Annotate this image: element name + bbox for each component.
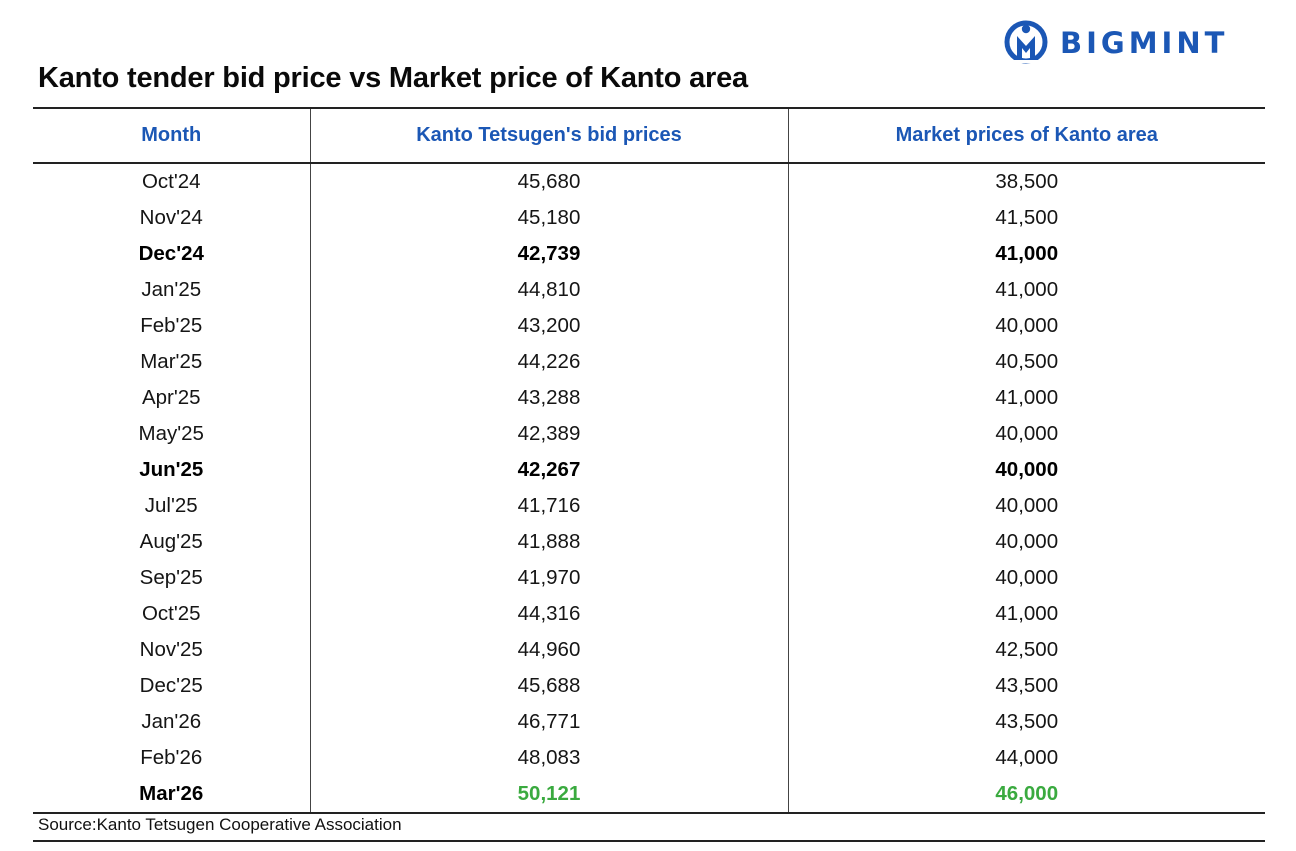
- market-price-cell: 40,000: [787, 524, 1265, 560]
- bid-price-cell: 41,888: [309, 524, 788, 560]
- market-price-cell: 44,000: [787, 740, 1265, 776]
- table-row: Jul'25 41,716 40,000: [33, 488, 1265, 524]
- bid-price-cell: 42,389: [309, 416, 788, 452]
- month-cell: Mar'25: [140, 350, 203, 373]
- table-row: Mar'25 44,226 40,500: [33, 344, 1265, 380]
- month-cell: Jan'26: [141, 710, 202, 733]
- market-price-cell: 43,500: [787, 704, 1265, 740]
- month-cell: Mar'26: [33, 776, 310, 814]
- month-cell: Jul'25: [144, 494, 198, 517]
- source-note: Source:Kanto Tetsugen Cooperative Associ…: [38, 815, 402, 834]
- market-price-cell: 41,000: [787, 380, 1265, 416]
- table-row: Sep'25 41,970 40,000: [33, 560, 1265, 596]
- page-title: Kanto tender bid price vs Market price o…: [38, 62, 748, 94]
- month-cell: Nov'24: [139, 206, 203, 229]
- bid-price-cell: 45,180: [309, 200, 788, 236]
- month-cell: Nov'25: [139, 638, 203, 661]
- table-row: Feb'26 48,083 44,000: [33, 740, 1265, 776]
- table-row: Jan'26 46,771 43,500: [33, 704, 1265, 740]
- column-header-market-prices: Market prices of Kanto area: [787, 107, 1265, 164]
- month-cell: Feb'25: [140, 314, 203, 337]
- column-header-bid-prices: Kanto Tetsugen's bid prices: [309, 107, 788, 164]
- bid-price-cell: 44,226: [309, 344, 788, 380]
- month-cell: Dec'24: [138, 242, 204, 265]
- table-row: Apr'25 43,288 41,000: [33, 380, 1265, 416]
- market-price-cell: 43,500: [787, 668, 1265, 704]
- table-row: Mar'26 50,121 46,000: [33, 776, 1265, 814]
- bid-price-cell: 45,688: [309, 668, 788, 704]
- bid-price-cell: 50,121: [309, 776, 788, 814]
- market-price-cell: 40,500: [787, 344, 1265, 380]
- table-row: Oct'24 45,680 38,500: [33, 163, 1265, 200]
- bid-price-cell: 45,680: [309, 163, 788, 200]
- bid-price-cell: 44,960: [309, 632, 788, 668]
- bid-price-cell: 46,771: [309, 704, 788, 740]
- bid-price-cell: 41,970: [309, 560, 788, 596]
- table-row: Nov'25 44,960 42,500: [33, 632, 1265, 668]
- market-price-cell: 38,500: [787, 163, 1265, 200]
- month-cell: Aug'25: [139, 530, 203, 553]
- market-price-cell: 46,000: [787, 776, 1265, 814]
- table-row: Dec'24 42,739 41,000: [33, 236, 1265, 272]
- market-price-cell: 41,000: [787, 236, 1265, 272]
- month-cell: Feb'26: [140, 746, 203, 769]
- month-cell: Apr'25: [141, 386, 201, 409]
- table-row: Jan'25 44,810 41,000: [33, 272, 1265, 308]
- market-price-cell: 41,000: [787, 272, 1265, 308]
- table-row: Dec'25 45,688 43,500: [33, 668, 1265, 704]
- table-row: Feb'25 43,200 40,000: [33, 308, 1265, 344]
- month-cell: Dec'25: [139, 674, 203, 697]
- table-header-row: Month Kanto Tetsugen's bid prices Market…: [33, 107, 1265, 164]
- market-price-cell: 40,000: [787, 416, 1265, 452]
- table-row: Oct'25 44,316 41,000: [33, 596, 1265, 632]
- bid-price-cell: 44,810: [309, 272, 788, 308]
- month-cell: May'25: [138, 422, 204, 445]
- market-price-cell: 41,000: [787, 596, 1265, 632]
- column-header-month: Month: [33, 107, 310, 164]
- bid-price-cell: 41,716: [309, 488, 788, 524]
- bid-price-cell: 43,200: [309, 308, 788, 344]
- price-table: Month Kanto Tetsugen's bid prices Market…: [33, 107, 1265, 814]
- bigmint-logo: BIGMINT: [1004, 18, 1228, 68]
- market-price-cell: 40,000: [787, 452, 1265, 488]
- brand-name: BIGMINT: [1060, 26, 1229, 60]
- table-row: Jun'25 42,267 40,000: [33, 452, 1265, 488]
- market-price-cell: 40,000: [787, 560, 1265, 596]
- bid-price-cell: 42,267: [309, 452, 788, 488]
- month-cell: Jun'25: [139, 458, 204, 481]
- bid-price-cell: 48,083: [309, 740, 788, 776]
- month-cell: Sep'25: [139, 566, 203, 589]
- table-row: May'25 42,389 40,000: [33, 416, 1265, 452]
- bigmint-logo-icon: [1004, 20, 1048, 64]
- market-price-cell: 42,500: [787, 632, 1265, 668]
- month-cell: Jan'25: [141, 278, 202, 301]
- table-row: Aug'25 41,888 40,000: [33, 524, 1265, 560]
- bid-price-cell: 43,288: [309, 380, 788, 416]
- market-price-cell: 40,000: [787, 488, 1265, 524]
- market-price-cell: 40,000: [787, 308, 1265, 344]
- bid-price-cell: 42,739: [309, 236, 788, 272]
- table-row: Nov'24 45,180 41,500: [33, 200, 1265, 236]
- month-cell: Oct'25: [141, 602, 201, 625]
- table-body: Oct'24 45,680 38,500 Nov'24 45,180 41,500 Dec'…: [33, 163, 1265, 814]
- bid-price-cell: 44,316: [309, 596, 788, 632]
- market-price-cell: 41,500: [787, 200, 1265, 236]
- bottom-divider: [33, 840, 1265, 842]
- month-cell: Oct'24: [141, 170, 201, 193]
